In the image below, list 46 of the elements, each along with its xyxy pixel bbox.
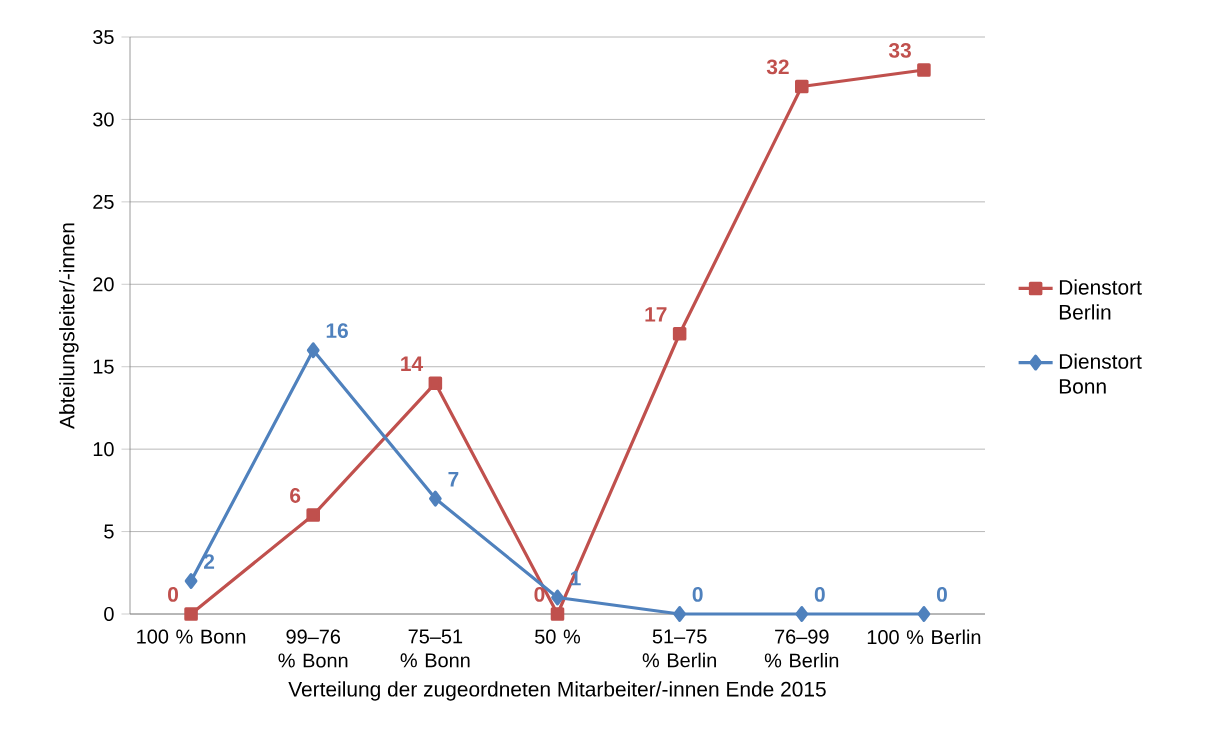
point xyxy=(550,607,565,621)
point xyxy=(917,606,931,622)
x-tick-label: 75–51 % Bonn xyxy=(400,629,470,668)
y-tick-label: 10 xyxy=(93,442,114,457)
x-tick-label: 100 % Bonn xyxy=(137,629,246,644)
y-tick-label: 30 xyxy=(93,112,114,127)
point xyxy=(184,607,198,621)
data-label: 0 xyxy=(692,586,703,602)
data-label: 17 xyxy=(645,307,667,322)
x-tick-label: 50 % xyxy=(535,629,581,644)
point xyxy=(306,342,320,359)
point xyxy=(306,508,320,522)
x-axis-title: Verteilung der zugeordneten Mitarbeiter/-innen Ende 2015 xyxy=(288,681,826,701)
data-label: 7 xyxy=(448,472,459,487)
x-tick-label: 99–76 % Bonn xyxy=(278,629,348,668)
data-label: 33 xyxy=(888,42,911,58)
y-tick-label: 5 xyxy=(104,524,114,539)
y-tick-label: 20 xyxy=(93,277,114,292)
point xyxy=(428,376,443,390)
data-label: 0 xyxy=(814,586,825,602)
y-tick-label: 0 xyxy=(104,606,114,622)
point xyxy=(428,490,442,507)
data-label: 2 xyxy=(204,554,215,569)
data-label: 0 xyxy=(168,586,178,602)
data-label: 0 xyxy=(936,586,947,602)
data-label: 32 xyxy=(766,59,789,75)
legend-label: Dienstort Bonn xyxy=(1059,353,1142,394)
x-tick-label: 100 % Berlin xyxy=(867,629,981,645)
point xyxy=(795,606,809,622)
point xyxy=(672,326,687,341)
point xyxy=(551,589,564,606)
legend-label: Dienstort Berlin xyxy=(1059,279,1142,320)
point xyxy=(673,606,687,622)
data-label: 14 xyxy=(401,356,423,371)
x-tick-label: 51–75 % Berlin xyxy=(642,629,716,668)
y-tick-label: 25 xyxy=(93,194,114,209)
data-label: 6 xyxy=(290,488,301,503)
point xyxy=(184,573,198,590)
y-axis-title: Abteilungsleiter/-innen xyxy=(59,223,79,429)
x-tick-label: 76–99 % Berlin xyxy=(764,629,839,668)
y-tick-label: 35 xyxy=(93,29,114,45)
point xyxy=(795,79,809,94)
data-label: 0 xyxy=(534,586,545,602)
data-label: 16 xyxy=(326,323,348,339)
y-tick-label: 15 xyxy=(93,359,114,374)
point xyxy=(917,63,931,77)
